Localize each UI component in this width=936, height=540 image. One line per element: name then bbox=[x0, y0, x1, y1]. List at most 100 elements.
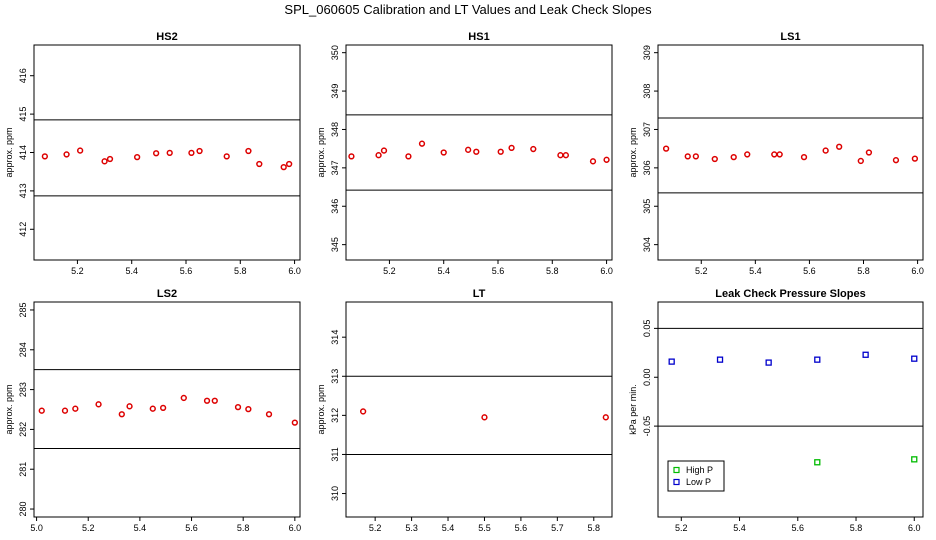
data-point bbox=[196, 147, 203, 155]
panel-title: HS1 bbox=[468, 31, 489, 43]
x-tick-label: 5.2 bbox=[695, 266, 708, 276]
data-point bbox=[711, 155, 718, 163]
figure-title: SPL_060605 Calibration and LT Values and… bbox=[284, 2, 652, 17]
y-axis-label: approx. ppm bbox=[316, 384, 326, 434]
y-tick-label: 0.05 bbox=[642, 320, 652, 338]
y-tick-label: 412 bbox=[18, 222, 28, 237]
y-tick-label: 309 bbox=[642, 45, 652, 60]
data-point bbox=[418, 140, 426, 147]
x-tick-label: 5.8 bbox=[237, 523, 250, 533]
x-tick-label: 5.6 bbox=[492, 266, 505, 276]
chart-panel-4: LS2 5.0 5.2 5.4 5.6 5.8 6.0 280 281 282 283 284 285 a… bbox=[4, 288, 301, 533]
legend-marker bbox=[673, 466, 680, 474]
x-tick-label: 5.4 bbox=[125, 266, 138, 276]
y-tick-label: 307 bbox=[642, 122, 652, 137]
y-tick-label: 345 bbox=[330, 237, 340, 252]
data-point bbox=[911, 456, 918, 463]
data-point bbox=[245, 405, 252, 413]
data-point bbox=[348, 153, 355, 160]
data-point bbox=[602, 414, 609, 421]
y-tick-label: 280 bbox=[18, 502, 28, 517]
data-point bbox=[159, 404, 167, 412]
y-tick-label: 348 bbox=[330, 122, 340, 137]
data-point bbox=[744, 151, 751, 158]
y-tick-label: 284 bbox=[18, 342, 28, 357]
y-axis-label: approx. ppm bbox=[4, 384, 14, 434]
x-tick-label: 5.8 bbox=[857, 266, 870, 276]
data-point bbox=[776, 151, 783, 158]
data-point bbox=[911, 355, 918, 362]
data-point bbox=[765, 359, 772, 366]
data-point bbox=[481, 414, 488, 421]
data-point bbox=[211, 397, 218, 404]
data-point bbox=[892, 157, 900, 164]
data-point bbox=[245, 147, 252, 155]
data-point bbox=[716, 356, 724, 363]
y-tick-label: 414 bbox=[18, 145, 28, 160]
data-point bbox=[562, 152, 570, 159]
data-point bbox=[822, 147, 829, 154]
x-tick-label: 5.6 bbox=[792, 523, 805, 533]
y-tick-label: 413 bbox=[18, 183, 28, 198]
data-point bbox=[405, 153, 412, 160]
data-point bbox=[814, 356, 821, 363]
data-point bbox=[603, 156, 610, 163]
data-point bbox=[440, 149, 447, 156]
data-point bbox=[497, 148, 504, 155]
x-tick-label: 5.6 bbox=[515, 523, 528, 533]
x-tick-label: 5.6 bbox=[185, 523, 198, 533]
x-tick-label: 6.0 bbox=[289, 523, 302, 533]
panel-title: Leak Check Pressure Slopes bbox=[715, 288, 865, 300]
data-point bbox=[166, 149, 173, 157]
data-point bbox=[375, 152, 382, 159]
panel-title: HS2 bbox=[156, 31, 177, 43]
data-point bbox=[662, 145, 670, 152]
chart-panel-6: Leak Check Pressure Slopes 5.2 5.4 5.6 5.8 6.… bbox=[628, 288, 924, 533]
data-point bbox=[101, 158, 108, 165]
data-point bbox=[800, 153, 808, 161]
x-tick-label: 5.6 bbox=[803, 266, 816, 276]
y-tick-label: 346 bbox=[330, 199, 340, 214]
y-tick-label: 305 bbox=[642, 199, 652, 214]
data-point bbox=[857, 157, 864, 165]
y-tick-label: 311 bbox=[330, 447, 340, 461]
x-tick-label: 5.2 bbox=[71, 266, 84, 276]
plot-frame bbox=[345, 44, 613, 261]
data-point bbox=[557, 152, 564, 159]
data-point bbox=[38, 407, 45, 414]
x-tick-label: 5.2 bbox=[82, 523, 95, 533]
y-axis-label: approx. ppm bbox=[316, 127, 326, 177]
plot-frame bbox=[345, 301, 613, 518]
data-point bbox=[133, 153, 141, 161]
y-tick-label: 314 bbox=[330, 330, 340, 345]
x-tick-label: 5.4 bbox=[134, 523, 147, 533]
data-point bbox=[188, 149, 195, 157]
plot-frame bbox=[657, 301, 924, 518]
data-point bbox=[380, 147, 388, 154]
chart-panel-2: HS1 5.2 5.4 5.6 5.8 6.0 345 346 347 348 349 350 appr… bbox=[316, 31, 613, 276]
y-tick-label: 285 bbox=[18, 302, 28, 317]
data-point bbox=[280, 163, 287, 171]
data-point bbox=[862, 351, 869, 358]
data-point bbox=[152, 150, 160, 157]
y-tick-label: 310 bbox=[330, 486, 340, 501]
x-tick-label: 6.0 bbox=[600, 266, 613, 276]
y-axis-label: kPa per min. bbox=[628, 384, 638, 435]
x-tick-label: 5.8 bbox=[588, 523, 601, 533]
panel-title: LS2 bbox=[157, 288, 177, 300]
data-point bbox=[771, 151, 778, 158]
chart-panel-1: HS2 5.2 5.4 5.6 5.8 6.0 412 413 414 415 416 approx.… bbox=[4, 31, 301, 276]
data-point bbox=[730, 153, 737, 161]
data-point bbox=[836, 143, 843, 150]
x-tick-label: 5.4 bbox=[749, 266, 762, 276]
panel-title: LS1 bbox=[780, 31, 800, 43]
y-tick-label: 0.00 bbox=[642, 368, 652, 386]
data-point bbox=[149, 405, 156, 412]
plot-frame bbox=[33, 301, 301, 518]
x-tick-label: 5.8 bbox=[546, 266, 559, 276]
x-tick-label: 6.0 bbox=[288, 266, 301, 276]
data-point bbox=[814, 459, 821, 466]
legend: High P Low P bbox=[667, 460, 725, 492]
y-tick-label: 350 bbox=[330, 45, 340, 60]
data-point bbox=[530, 145, 537, 153]
